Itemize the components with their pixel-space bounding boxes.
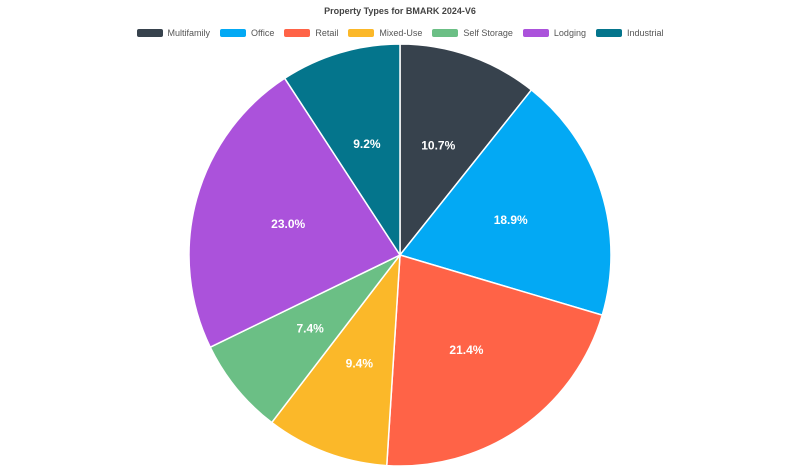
legend-label: Self Storage	[463, 28, 513, 38]
slice-label-industrial: 9.2%	[353, 137, 381, 151]
chart-title: Property Types for BMARK 2024-V6	[324, 6, 476, 16]
legend-item-lodging[interactable]: Lodging	[522, 28, 586, 38]
pie-slice-lodging[interactable]	[188, 77, 402, 349]
legend-swatch	[284, 29, 311, 37]
legend-label: Multifamily	[167, 28, 211, 38]
slice-label-office: 18.9%	[494, 213, 528, 227]
legend-item-retail[interactable]: Retail	[284, 28, 338, 38]
slice-label-retail: 21.4%	[449, 343, 483, 357]
legend-label: Industrial	[626, 28, 664, 38]
legend-swatch	[136, 29, 163, 37]
legend-item-self-storage[interactable]: Self Storage	[432, 28, 513, 38]
legend-swatch	[522, 29, 549, 37]
slice-label-mixed-use: 9.4%	[346, 357, 374, 371]
legend-swatch	[348, 29, 375, 37]
legend-label: Retail	[315, 28, 339, 38]
pie-slice-industrial[interactable]	[283, 43, 401, 258]
slice-label-self-storage: 7.4%	[296, 321, 324, 335]
pie-slice-self-storage[interactable]	[209, 254, 401, 424]
legend-item-office[interactable]: Office	[220, 28, 274, 38]
pie-slice-multifamily[interactable]	[399, 43, 533, 258]
legend-item-multifamily[interactable]: Multifamily	[136, 28, 211, 38]
legend-swatch	[432, 29, 459, 37]
pie-slice-retail[interactable]	[385, 254, 604, 467]
legend-label: Office	[251, 28, 275, 38]
legend-label: Lodging	[553, 28, 586, 38]
legend-swatch	[595, 29, 622, 37]
pie-slice-office[interactable]	[398, 88, 612, 317]
legend: Multifamily Office Retail Mixed-Use Self…	[0, 28, 800, 38]
slice-label-lodging: 23.0%	[271, 217, 305, 231]
legend-item-mixed-use[interactable]: Mixed-Use	[348, 28, 422, 38]
legend-label: Mixed-Use	[379, 28, 423, 38]
legend-item-industrial[interactable]: Industrial	[595, 28, 664, 38]
pie-slice-mixed-use[interactable]	[270, 252, 401, 467]
slice-label-multifamily: 10.7%	[421, 138, 455, 152]
legend-swatch	[220, 29, 247, 37]
